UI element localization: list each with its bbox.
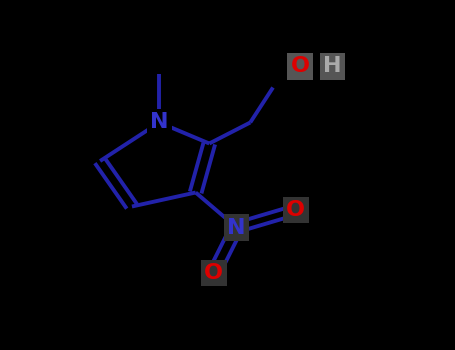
Text: O: O	[286, 200, 305, 220]
Text: O: O	[204, 263, 223, 283]
Text: O: O	[291, 56, 310, 77]
Text: H: H	[323, 56, 341, 77]
Text: N: N	[150, 112, 168, 133]
Text: N: N	[228, 217, 246, 238]
